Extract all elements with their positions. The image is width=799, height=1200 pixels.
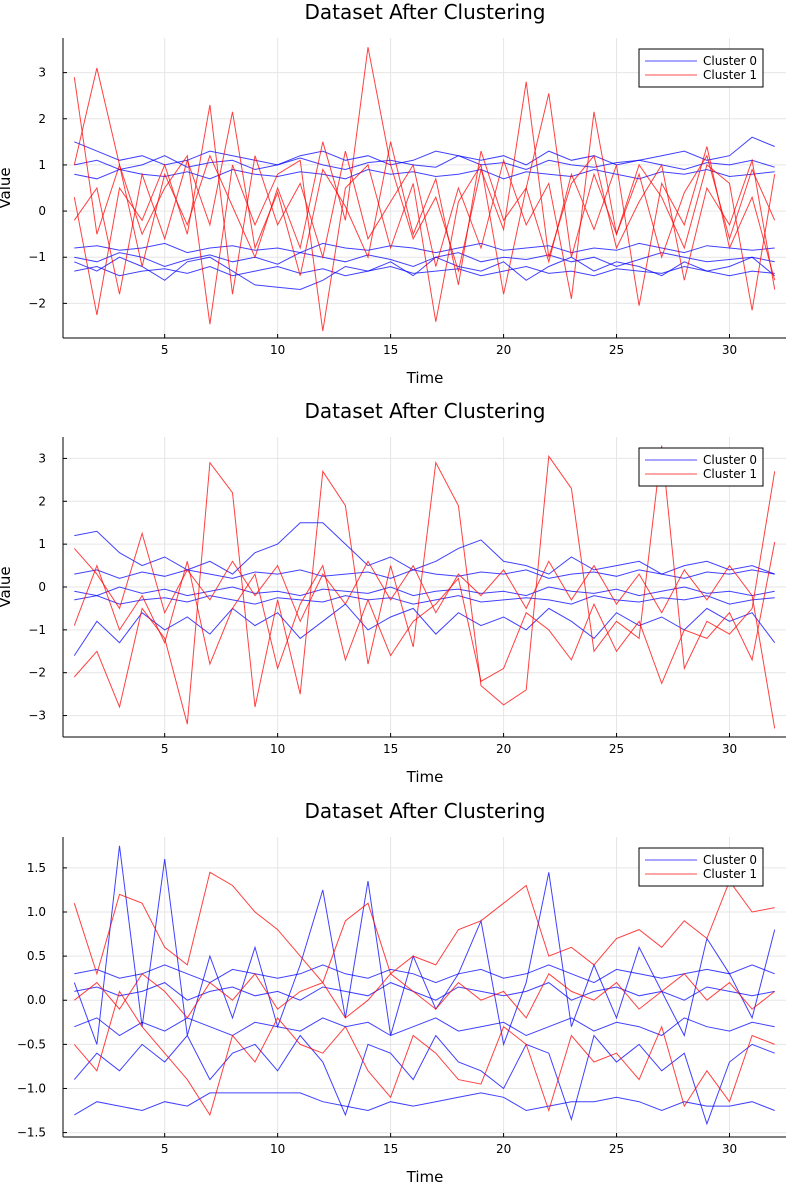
chart-3-y-tick-label: −0.5 xyxy=(17,1037,46,1051)
chart-2-legend: Cluster 0 Cluster 1 xyxy=(638,447,764,487)
chart-2-x-tick-label: 30 xyxy=(722,742,737,756)
chart-3-series-line-cluster-1 xyxy=(73,990,775,1117)
chart-panel-2: Dataset After Clustering Time Value 5 10 1… xyxy=(0,399,786,786)
chart-3-xlabel: Time xyxy=(406,1168,444,1186)
chart-2-series-line-cluster-0 xyxy=(74,586,775,597)
chart-3-series-line-cluster-0 xyxy=(74,964,775,984)
chart-1-x-tick-label: 15 xyxy=(383,343,398,357)
chart-1-legend-label-cluster-0: Cluster 0 xyxy=(703,54,757,68)
chart-2-x-tick-label: 20 xyxy=(496,742,511,756)
chart-2-series-line-cluster-0 xyxy=(74,595,775,605)
chart-1-x-tick-label: 5 xyxy=(161,343,169,357)
chart-3-series-line-cluster-0 xyxy=(74,982,775,1001)
chart-1-y-tick-label: 2 xyxy=(38,112,46,126)
chart-2-series-line-cluster-0 xyxy=(73,603,776,656)
chart-1-series-line-cluster-0 xyxy=(74,265,775,277)
chart-2-y-tick-label: 0 xyxy=(38,580,46,594)
chart-3-series-line-cluster-1 xyxy=(73,972,776,1019)
chart-3-series-line-cluster-0 xyxy=(73,1034,775,1126)
chart-2-series-line-cluster-1 xyxy=(73,531,776,729)
chart-panel-1: Dataset After Clustering Time Value 5 10 1… xyxy=(0,0,786,387)
chart-2-y-tick-label: 2 xyxy=(38,494,46,508)
chart-3-y-tick-label: −1.0 xyxy=(17,1081,46,1095)
chart-3-x-tick-label: 10 xyxy=(270,1142,285,1156)
chart-1-y-tick-label: −2 xyxy=(28,296,46,310)
chart-2-x-tick-label: 25 xyxy=(609,742,624,756)
chart-1-series-line-cluster-0 xyxy=(74,256,776,291)
chart-2-legend-label-cluster-0: Cluster 0 xyxy=(703,453,757,467)
chart-2-y-tick-label: −2 xyxy=(28,666,46,680)
chart-2-y-tick-label: 3 xyxy=(38,451,46,465)
chart-2-x-tick-label: 15 xyxy=(383,742,398,756)
chart-2-x-tick-label: 10 xyxy=(270,742,285,756)
chart-1-legend-box xyxy=(638,48,764,88)
chart-1-y-tick-label: 0 xyxy=(38,204,46,218)
chart-3-y-tick-label: −1.5 xyxy=(17,1126,46,1140)
chart-3-title: Dataset After Clustering xyxy=(305,799,546,823)
chart-2-legend-label-cluster-1: Cluster 1 xyxy=(703,467,757,481)
chart-1-series-line-cluster-1 xyxy=(73,111,776,306)
chart-1-series-line-cluster-0 xyxy=(74,252,775,268)
chart-1-series-line-cluster-0 xyxy=(74,155,775,171)
chart-2-series-line-cluster-0 xyxy=(74,522,775,575)
chart-3-legend: Cluster 0 Cluster 1 xyxy=(638,847,764,887)
chart-panel-3: Dataset After Clustering Time 5 10 15 20 25 3… xyxy=(17,799,786,1186)
chart-3-x-tick-label: 20 xyxy=(496,1142,511,1156)
chart-2-title: Dataset After Clustering xyxy=(305,399,546,423)
chart-3-legend-label-cluster-0: Cluster 0 xyxy=(703,853,757,867)
chart-1-x-tick-label: 20 xyxy=(496,343,511,357)
chart-3-series-line-cluster-0 xyxy=(74,1092,775,1116)
chart-3-series-line-cluster-0 xyxy=(73,845,776,1047)
chart-2-x-tick-label: 5 xyxy=(161,742,169,756)
chart-1-ylabel: Value xyxy=(0,167,14,208)
chart-1-series-line-cluster-1 xyxy=(73,67,776,332)
chart-2-legend-box xyxy=(638,447,764,487)
chart-1-y-tick-label: 1 xyxy=(38,158,46,172)
chart-1-x-tick-label: 25 xyxy=(609,343,624,357)
chart-1-legend-label-cluster-1: Cluster 1 xyxy=(703,68,757,82)
chart-3-x-tick-label: 5 xyxy=(161,1142,169,1156)
chart-3-x-tick-label: 15 xyxy=(383,1142,398,1156)
chart-3-x-tick-label: 30 xyxy=(722,1142,737,1156)
chart-1-xlabel: Time xyxy=(406,369,444,387)
chart-3-y-tick-label: 0.0 xyxy=(27,993,46,1007)
chart-1-series-line-cluster-0 xyxy=(74,136,775,166)
chart-3-series-line-cluster-0 xyxy=(74,1017,775,1037)
chart-1-x-tick-label: 10 xyxy=(270,343,285,357)
chart-3-legend-label-cluster-1: Cluster 1 xyxy=(703,867,757,881)
chart-1-series-line-cluster-1 xyxy=(73,104,776,315)
chart-3-y-tick-label: 1.5 xyxy=(27,861,46,875)
chart-1-series-line-cluster-0 xyxy=(74,168,775,180)
chart-1-y-tick-label: 3 xyxy=(38,66,46,80)
chart-3-y-tick-label: 1.0 xyxy=(27,905,46,919)
chart-2-ylabel: Value xyxy=(0,566,14,607)
chart-1-legend: Cluster 0 Cluster 1 xyxy=(638,48,764,88)
chart-2-series-line-cluster-0 xyxy=(74,569,775,579)
chart-2-y-tick-label: 1 xyxy=(38,537,46,551)
chart-2-y-tick-label: −3 xyxy=(28,709,46,723)
chart-1-x-tick-label: 30 xyxy=(722,343,737,357)
chart-3-legend-box xyxy=(638,847,764,887)
chart-2-y-tick-label: −1 xyxy=(28,623,46,637)
chart-2-xlabel: Time xyxy=(406,768,444,786)
chart-1-y-tick-label: −1 xyxy=(28,250,46,264)
chart-2-series-line-cluster-1 xyxy=(73,541,776,685)
chart-3-x-tick-label: 25 xyxy=(609,1142,624,1156)
chart-3-series-line-cluster-1 xyxy=(73,871,775,984)
chart-3-y-tick-label: 0.5 xyxy=(27,949,46,963)
chart-1-title: Dataset After Clustering xyxy=(305,0,546,24)
